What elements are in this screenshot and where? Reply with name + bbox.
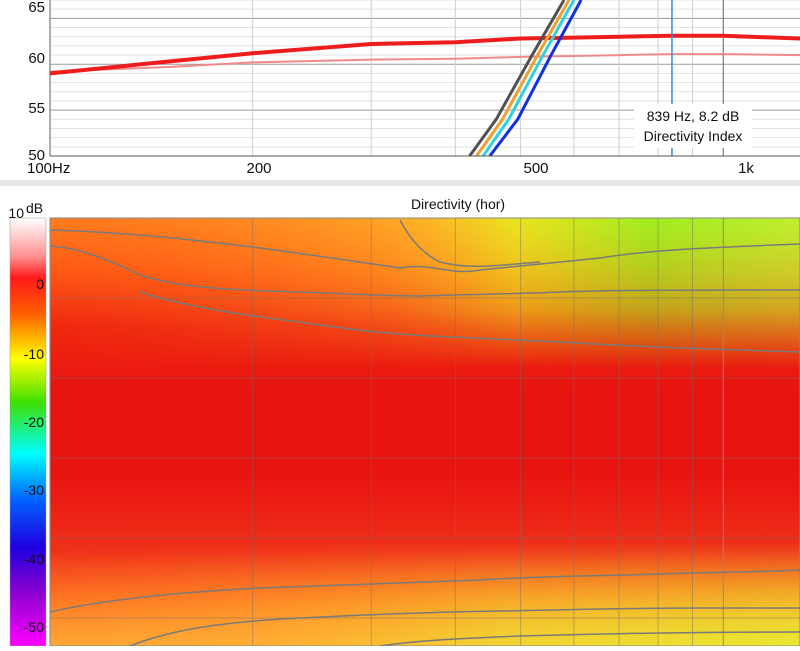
cursor-readout: 839 Hz, 8.2 dB (647, 108, 740, 124)
contour-bottom-3 (379, 631, 800, 647)
series-steep-cyan (481, 0, 576, 156)
contour-top-4 (399, 219, 541, 268)
cursor-label-box (634, 104, 752, 148)
frequency-response-chart: 839 Hz, 8.2 dB Directivity Index 65 60 5… (27, 0, 800, 177)
panel-splitter[interactable] (0, 180, 800, 186)
colorbar-tick-10: 10 (8, 205, 24, 221)
colorbar-tick-minus20: -20 (24, 414, 44, 430)
x-tick-100hz: 100Hz (27, 160, 70, 177)
contour-top-1 (49, 229, 800, 273)
contour-top-3 (139, 291, 800, 353)
directivity-heatmap: Directivity (hor) 10 dB 0 -10 -20 -30 -4… (8, 196, 800, 647)
heatmap-offaxis-top (50, 218, 800, 368)
contour-top-2 (49, 245, 800, 297)
series-steep-dark (468, 0, 566, 156)
x-tick-1k: 1k (738, 160, 754, 177)
colorbar-unit: dB (26, 200, 43, 216)
x-tick-500: 500 (523, 160, 548, 177)
y-tick-60: 60 (28, 50, 45, 67)
series-main-curve (50, 33, 800, 76)
heatmap-grid (50, 218, 800, 646)
colorbar-tick-minus30: -30 (24, 482, 44, 498)
series-steep-blue (488, 0, 583, 156)
series-light-curve (50, 53, 800, 73)
heatmap-title: Directivity (hor) (411, 196, 505, 212)
y-tick-65: 65 (28, 0, 45, 16)
colorbar-tick-minus40: -40 (24, 551, 44, 567)
series-steep-orange (475, 0, 571, 156)
contours (49, 219, 800, 647)
colorbar-tick-minus10: -10 (24, 346, 44, 362)
heatmap-offaxis-bottom (50, 540, 800, 646)
colorbar-tick-minus50: -50 (24, 619, 44, 635)
y-tick-55: 55 (28, 100, 45, 117)
y-tick-50: 50 (28, 147, 45, 164)
contour-bottom-2 (129, 607, 800, 647)
grid (49, 0, 800, 157)
cursor-label: Directivity Index (644, 128, 743, 144)
x-tick-200: 200 (246, 160, 271, 177)
colorbar-tick-0: 0 (36, 276, 44, 292)
contour-bottom-1 (49, 569, 800, 613)
